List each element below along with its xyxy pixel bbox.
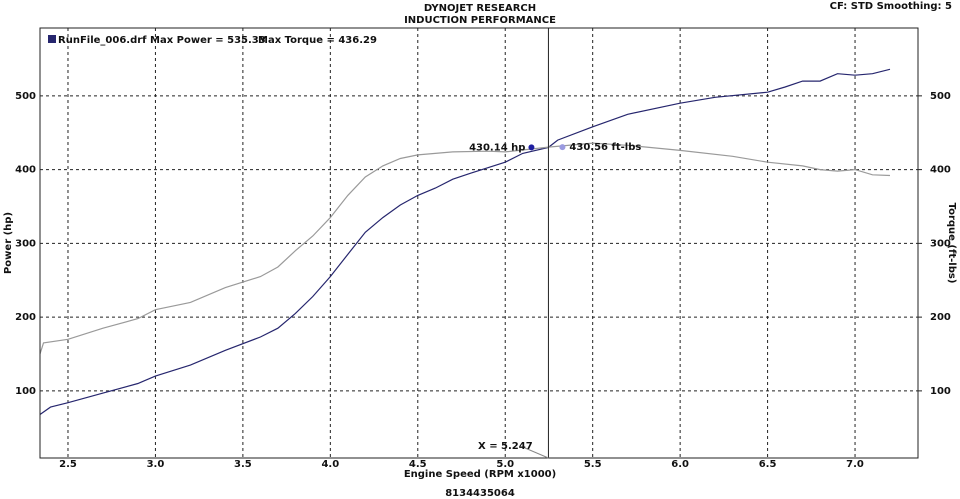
x-tick-label: 4.5 (409, 459, 427, 470)
cursor-readout: 430.56 ft-lbs (569, 142, 641, 153)
y2-axis-label: Torque (ft-lbs) (946, 203, 957, 284)
cursor-readout: 430.14 hp (469, 142, 525, 153)
y2-tick-label: 100 (930, 386, 951, 397)
y2-tick-label: 500 (930, 91, 951, 102)
legend-entry: Max Torque = 436.29 (258, 35, 377, 46)
y2-tick-label: 400 (930, 165, 951, 176)
y2-tick-label: 200 (930, 312, 951, 323)
series-line (39, 68, 891, 415)
y-axis-label: Power (hp) (3, 212, 14, 274)
cursor-marker (528, 144, 535, 151)
x-tick-label: 3.0 (147, 459, 165, 470)
x-tick-label: 3.5 (234, 459, 252, 470)
legend-swatch (48, 35, 56, 43)
y-tick-label: 400 (15, 165, 36, 176)
cursor-marker (559, 144, 566, 151)
x-axis-label: Engine Speed (RPM x1000) (404, 469, 556, 480)
y-tick-label: 100 (15, 386, 36, 397)
y-tick-label: 200 (15, 312, 36, 323)
x-tick-label: 7.0 (846, 459, 864, 470)
y2-tick-label: 300 (930, 238, 951, 249)
plot-border (39, 27, 919, 459)
y-tick-label: 300 (15, 238, 36, 249)
footer: 8134435064 (445, 488, 515, 499)
cursor-leader (524, 447, 549, 459)
y-tick-label: 500 (15, 91, 36, 102)
legend-entry: RunFile_006.drf Max Power = 535.33 (58, 35, 266, 46)
settings-text: CF: STD Smoothing: 5 (830, 1, 952, 12)
x-tick-label: 5.5 (584, 459, 602, 470)
x-tick-label: 6.5 (759, 459, 777, 470)
x-tick-label: 5.0 (496, 459, 514, 470)
x-tick-label: 2.5 (59, 459, 77, 470)
chart-subtitle: INDUCTION PERFORMANCE (404, 15, 556, 26)
series-line (39, 142, 891, 355)
x-tick-label: 6.0 (671, 459, 689, 470)
cursor-x-label: X = 5.247 (478, 441, 533, 452)
x-tick-label: 4.0 (321, 459, 339, 470)
chart-title: DYNOJET RESEARCH (424, 3, 536, 14)
